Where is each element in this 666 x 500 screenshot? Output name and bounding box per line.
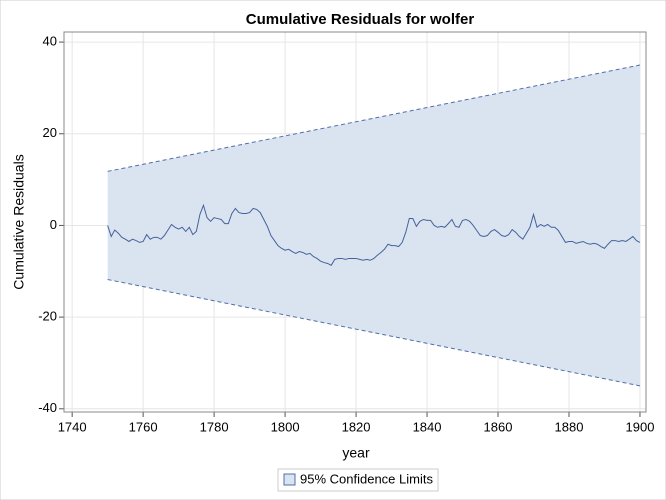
- x-tick-label: 1740: [58, 419, 87, 434]
- legend-box: [277, 468, 439, 492]
- x-tick-label: 1880: [555, 419, 584, 434]
- y-tick-label: 0: [50, 217, 57, 232]
- x-tick-label: 1820: [342, 419, 371, 434]
- y-tick-label: 20: [43, 125, 57, 140]
- x-axis-title: year: [342, 445, 370, 461]
- x-tick-label: 1800: [271, 419, 300, 434]
- x-tick-label: 1900: [626, 419, 655, 434]
- legend-label: 95% Confidence Limits: [300, 471, 433, 486]
- plot-border: [63, 31, 647, 413]
- x-tick-label: 1760: [129, 419, 158, 434]
- chart-title: Cumulative Residuals for wolfer: [246, 11, 475, 28]
- residual-line: [107, 203, 641, 266]
- y-tick-label: -40: [38, 400, 57, 415]
- x-tick-label: 1840: [413, 419, 442, 434]
- x-tick-label: 1860: [484, 419, 513, 434]
- y-tick-label: -20: [38, 309, 57, 324]
- legend-swatch: [283, 473, 296, 486]
- y-axis-title: Cumulative Residuals: [11, 154, 27, 289]
- y-tick-label: 40: [43, 34, 57, 49]
- x-tick-label: 1780: [200, 419, 229, 434]
